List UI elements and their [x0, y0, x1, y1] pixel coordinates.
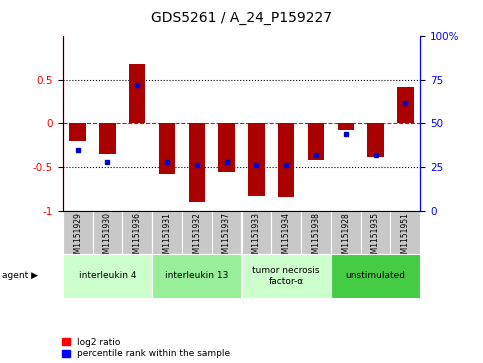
Bar	[212, 211, 242, 254]
Bar	[63, 211, 93, 254]
Bar	[271, 211, 301, 254]
Bar	[397, 87, 413, 123]
Bar	[122, 211, 152, 254]
Bar	[278, 123, 294, 197]
Bar	[189, 123, 205, 202]
Text: GSM1151932: GSM1151932	[192, 212, 201, 263]
Text: GSM1151951: GSM1151951	[401, 212, 410, 263]
Bar	[301, 211, 331, 254]
Bar	[242, 254, 331, 298]
Bar	[152, 211, 182, 254]
Bar	[248, 123, 265, 196]
Bar	[338, 123, 354, 130]
Text: agent ▶: agent ▶	[2, 272, 39, 280]
Text: GSM1151929: GSM1151929	[73, 212, 82, 263]
Bar	[361, 211, 390, 254]
Bar	[331, 211, 361, 254]
Bar	[152, 254, 242, 298]
Bar	[331, 254, 420, 298]
Bar	[242, 211, 271, 254]
Legend: log2 ratio, percentile rank within the sample: log2 ratio, percentile rank within the s…	[62, 338, 230, 359]
Text: GSM1151930: GSM1151930	[103, 212, 112, 263]
Bar	[182, 211, 212, 254]
Text: GSM1151933: GSM1151933	[252, 212, 261, 263]
Bar	[159, 123, 175, 174]
Bar	[129, 64, 145, 123]
Text: GSM1151938: GSM1151938	[312, 212, 320, 263]
Bar	[70, 123, 86, 141]
Bar	[63, 254, 152, 298]
Text: GSM1151936: GSM1151936	[133, 212, 142, 263]
Text: GDS5261 / A_24_P159227: GDS5261 / A_24_P159227	[151, 11, 332, 25]
Text: GSM1151931: GSM1151931	[163, 212, 171, 263]
Text: GSM1151934: GSM1151934	[282, 212, 291, 263]
Text: interleukin 4: interleukin 4	[79, 272, 136, 280]
Bar	[390, 211, 420, 254]
Text: interleukin 13: interleukin 13	[165, 272, 228, 280]
Text: GSM1151937: GSM1151937	[222, 212, 231, 263]
Text: GSM1151928: GSM1151928	[341, 212, 350, 262]
Bar	[218, 123, 235, 172]
Text: tumor necrosis
factor-α: tumor necrosis factor-α	[253, 266, 320, 286]
Text: unstimulated: unstimulated	[345, 272, 406, 280]
Bar	[368, 123, 384, 156]
Bar	[308, 123, 324, 160]
Text: GSM1151935: GSM1151935	[371, 212, 380, 263]
Bar	[99, 123, 115, 154]
Bar	[93, 211, 122, 254]
